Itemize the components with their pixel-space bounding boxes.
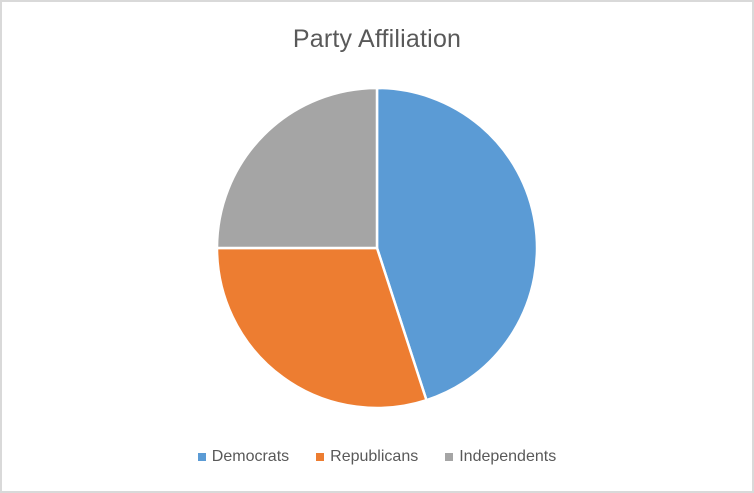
legend-label: Republicans — [330, 448, 419, 465]
pie-slice-democrats[interactable] — [375, 86, 539, 402]
legend-label: Democrats — [211, 448, 290, 465]
pie-slice-independents[interactable] — [215, 86, 379, 250]
pie-slice-republicans[interactable] — [215, 246, 428, 410]
legend-label: Independents — [459, 448, 557, 465]
legend-item-independents[interactable]: Independents — [445, 448, 556, 466]
legend-item-democrats[interactable]: Democrats — [197, 448, 290, 466]
legend-marker-icon — [197, 453, 206, 461]
legend-item-republicans[interactable]: Republicans — [316, 448, 418, 466]
chart-title: Party Affiliation — [292, 25, 462, 53]
legend-marker-icon — [316, 453, 325, 461]
chart-legend: Democrats Republicans Independents — [2, 448, 752, 466]
legend-marker-icon — [445, 453, 454, 461]
